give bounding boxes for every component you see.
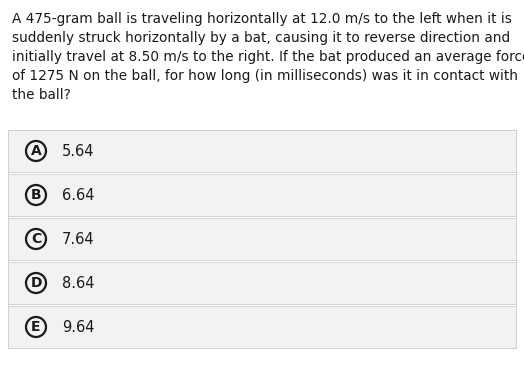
Text: the ball?: the ball? — [12, 88, 71, 102]
Text: 9.64: 9.64 — [62, 319, 94, 334]
Text: 8.64: 8.64 — [62, 276, 94, 291]
FancyBboxPatch shape — [8, 130, 516, 172]
Text: E: E — [31, 320, 41, 334]
Text: A: A — [30, 144, 41, 158]
Text: of 1275 N on the ball, for how long (in milliseconds) was it in contact with: of 1275 N on the ball, for how long (in … — [12, 69, 518, 83]
FancyBboxPatch shape — [8, 218, 516, 260]
Text: A 475-gram ball is traveling horizontally at 12.0 m/s to the left when it is: A 475-gram ball is traveling horizontall… — [12, 12, 512, 26]
Circle shape — [26, 185, 46, 205]
Text: 7.64: 7.64 — [62, 231, 95, 247]
Text: D: D — [30, 276, 42, 290]
Text: B: B — [31, 188, 41, 202]
Circle shape — [26, 273, 46, 293]
Circle shape — [26, 141, 46, 161]
Text: C: C — [31, 232, 41, 246]
FancyBboxPatch shape — [8, 306, 516, 348]
FancyBboxPatch shape — [8, 174, 516, 216]
Text: initially travel at 8.50 m/s to the right. If the bat produced an average force: initially travel at 8.50 m/s to the righ… — [12, 50, 524, 64]
Text: suddenly struck horizontally by a bat, causing it to reverse direction and: suddenly struck horizontally by a bat, c… — [12, 31, 510, 45]
Text: 5.64: 5.64 — [62, 144, 94, 158]
FancyBboxPatch shape — [8, 262, 516, 304]
Circle shape — [26, 317, 46, 337]
Text: 6.64: 6.64 — [62, 187, 94, 202]
Circle shape — [26, 229, 46, 249]
